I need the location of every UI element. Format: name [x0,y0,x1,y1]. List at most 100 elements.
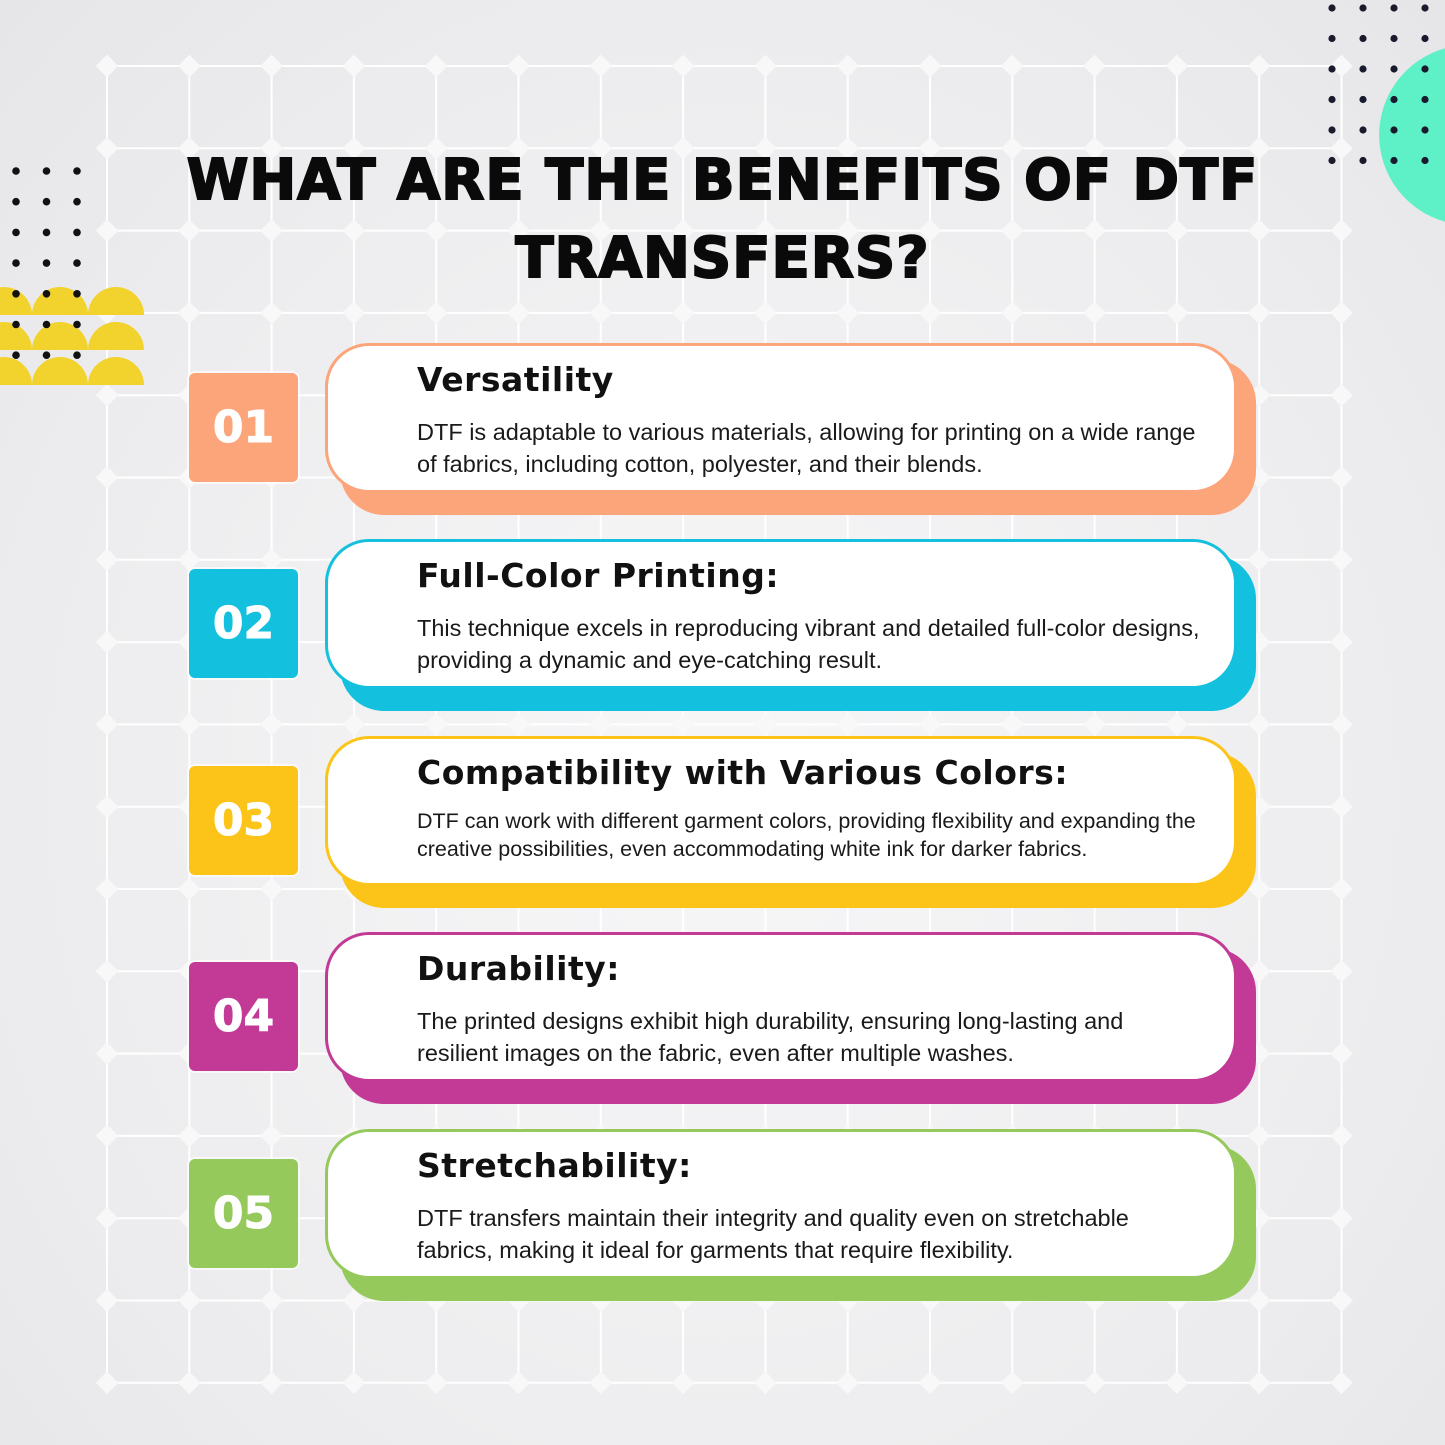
dot [73,197,81,206]
grid-node [1330,466,1353,489]
grid-node [342,54,366,78]
dot [1421,4,1429,12]
benefit-heading: Versatility [417,360,614,399]
dot [1421,34,1429,43]
grid-node [177,54,201,78]
grid-node [342,301,366,325]
grid-node [177,1289,201,1312]
grid-node [95,548,119,572]
grid-node [177,1371,201,1395]
grid-node [1247,1371,1271,1395]
dot [1390,95,1398,104]
dot [73,259,81,267]
dot [1359,126,1367,134]
dot [1328,126,1336,134]
dot [1421,126,1429,134]
dot [12,351,20,359]
dot [1421,65,1429,73]
grid-node [1330,1206,1353,1230]
grid-node [177,301,201,325]
grid-node [260,1289,283,1312]
grid-node [507,301,530,325]
benefit-description: DTF transfers maintain their integrity a… [417,1205,1129,1263]
grid-node [95,1289,119,1312]
dot [42,320,51,329]
grid-node [1247,548,1271,572]
mint-circle-decoration [1379,48,1445,222]
grid-node [95,1371,119,1395]
dot [12,320,20,329]
grid-node [1247,54,1271,78]
grid-node [918,713,942,736]
grid-node [1247,713,1271,736]
benefit-card: Compatibility with Various Colors: DTF c… [325,736,1237,886]
grid-node [836,54,860,78]
benefit-heading: Full-Color Printing: [417,556,780,595]
benefit-number-badge: 01 [189,373,298,482]
grid-node [424,54,448,78]
grid-node [1165,713,1189,736]
grid-node [507,1371,530,1395]
grid-node [1330,1289,1353,1312]
dot [73,228,81,237]
dot [1390,126,1398,134]
grid-node [424,713,448,736]
semicircle [0,357,32,385]
grid-node [342,1371,366,1395]
grid-node [1083,1371,1106,1395]
dot [1390,34,1398,43]
grid-node [1083,713,1106,736]
grid-node [95,959,119,983]
benefit-number-badge: 03 [189,766,298,875]
semicircle [88,287,144,315]
dot [1359,95,1367,104]
grid-node [754,301,777,325]
semicircle [0,287,32,315]
semicircle [88,322,144,350]
semicircle [32,357,88,385]
grid-node [1165,301,1189,325]
dot [1328,95,1336,104]
grid-node [1330,1124,1353,1148]
grid-node [95,630,119,654]
dot [12,259,20,267]
dot [73,351,81,359]
benefit-description: DTF is adaptable to various materials, a… [417,419,1196,477]
benefit-number-badge: 05 [189,1159,298,1268]
dot [1328,156,1336,165]
dot [1359,34,1367,43]
grid-node [1000,301,1024,325]
grid-node [1000,713,1024,736]
dot [73,320,81,329]
grid-node [95,1042,119,1065]
dot [73,167,81,175]
grid-node [1165,1371,1189,1395]
dot [1359,4,1367,12]
grid-node [1330,713,1353,736]
grid-node [342,713,366,736]
grid-node [95,136,119,160]
grid-node [589,713,613,736]
dot [12,290,20,298]
grid-node [260,1371,283,1395]
dot [1390,156,1398,165]
grid-node [260,54,283,78]
grid-node [1083,301,1106,325]
grid-node [1330,548,1353,572]
grid-node [1083,54,1106,78]
benefit-description: This technique excels in reproducing vib… [417,615,1200,673]
grid-node [95,713,119,736]
dot [1390,65,1398,73]
grid-node [260,713,283,736]
benefit-card: Stretchability: DTF transfers maintain t… [325,1129,1237,1279]
grid-node [671,713,695,736]
dot [42,351,51,359]
benefit-heading: Stretchability: [417,1146,692,1185]
benefit-card: Full-Color Printing: This technique exce… [325,539,1237,689]
benefit-card: Versatility DTF is adaptable to various … [325,343,1237,493]
grid-node [260,1124,283,1148]
grid-node [1330,795,1353,819]
benefit-card: Durability: The printed designs exhibit … [325,932,1237,1082]
dot [1421,156,1429,165]
grid-node [507,713,530,736]
